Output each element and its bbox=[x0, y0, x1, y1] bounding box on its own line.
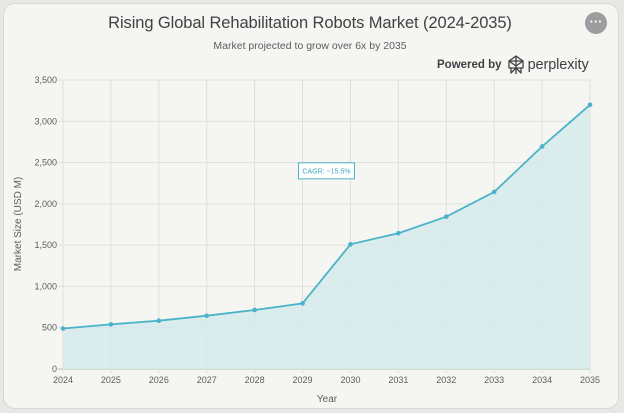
data-point bbox=[60, 326, 66, 331]
more-horizontal-icon: ··· bbox=[589, 14, 603, 29]
data-point bbox=[491, 189, 497, 195]
y-axis-ticks: 0 500 1,000 1,500 2,000 2,500 3,000 3,500 bbox=[34, 75, 57, 374]
data-point bbox=[587, 102, 593, 108]
y-tick-label: 2,500 bbox=[34, 158, 57, 168]
series-line bbox=[62, 104, 591, 330]
data-point bbox=[348, 242, 353, 247]
x-tick-label: 2031 bbox=[388, 375, 408, 385]
x-tick-label: 2028 bbox=[245, 375, 265, 385]
y-tick-label: 1,000 bbox=[34, 281, 57, 291]
x-tick-label: 2032 bbox=[436, 375, 456, 385]
area-fill bbox=[63, 104, 590, 370]
x-tick-label: 2033 bbox=[484, 375, 504, 385]
data-points bbox=[60, 102, 593, 331]
x-tick-label: 2026 bbox=[149, 375, 169, 385]
data-point bbox=[539, 144, 545, 149]
y-tick-label: 3,500 bbox=[34, 75, 57, 85]
x-axis-ticks: 2024 2025 2026 2027 2028 2029 2030 2031 2032 2033… bbox=[53, 375, 600, 385]
data-point bbox=[156, 318, 162, 323]
annotation-box bbox=[297, 162, 355, 180]
more-options-button[interactable]: ··· bbox=[585, 12, 607, 34]
data-point bbox=[108, 322, 114, 327]
y-tick-label: 3,000 bbox=[34, 116, 57, 126]
powered-by-label: Powered by bbox=[437, 59, 502, 71]
y-tick-label: 500 bbox=[42, 323, 57, 333]
cagr-annotation: CAGR: ~15.5% bbox=[297, 162, 355, 180]
data-point bbox=[204, 313, 210, 319]
y-tick-label: 1,500 bbox=[34, 240, 57, 250]
annotation-text: CAGR: ~15.5% bbox=[302, 168, 350, 175]
chart-title: Rising Global Rehabilitation Robots Mark… bbox=[108, 14, 512, 32]
x-tick-label: 2024 bbox=[53, 375, 73, 385]
chart-subtitle: Market projected to grow over 6x by 2035 bbox=[213, 40, 407, 52]
x-tick-label: 2029 bbox=[293, 375, 313, 385]
x-tick-label: 2025 bbox=[101, 375, 121, 385]
powered-by-badge[interactable]: Powered by perplexity bbox=[437, 54, 589, 76]
x-axis-title: Year bbox=[317, 394, 338, 405]
data-point bbox=[252, 307, 257, 313]
x-tick-label: 2030 bbox=[340, 375, 360, 385]
y-axis-title: Market Size (USD M) bbox=[13, 177, 24, 271]
brand-name: perplexity bbox=[527, 57, 589, 73]
y-tick-label: 2,000 bbox=[34, 199, 57, 209]
x-tick-label: 2035 bbox=[580, 375, 600, 385]
data-point bbox=[300, 301, 305, 306]
data-point bbox=[443, 214, 449, 219]
x-tick-label: 2034 bbox=[532, 375, 552, 385]
y-tick-label: 0 bbox=[52, 364, 57, 374]
perplexity-logo-icon bbox=[507, 55, 524, 74]
data-point bbox=[396, 230, 401, 236]
x-tick-label: 2027 bbox=[197, 375, 217, 385]
